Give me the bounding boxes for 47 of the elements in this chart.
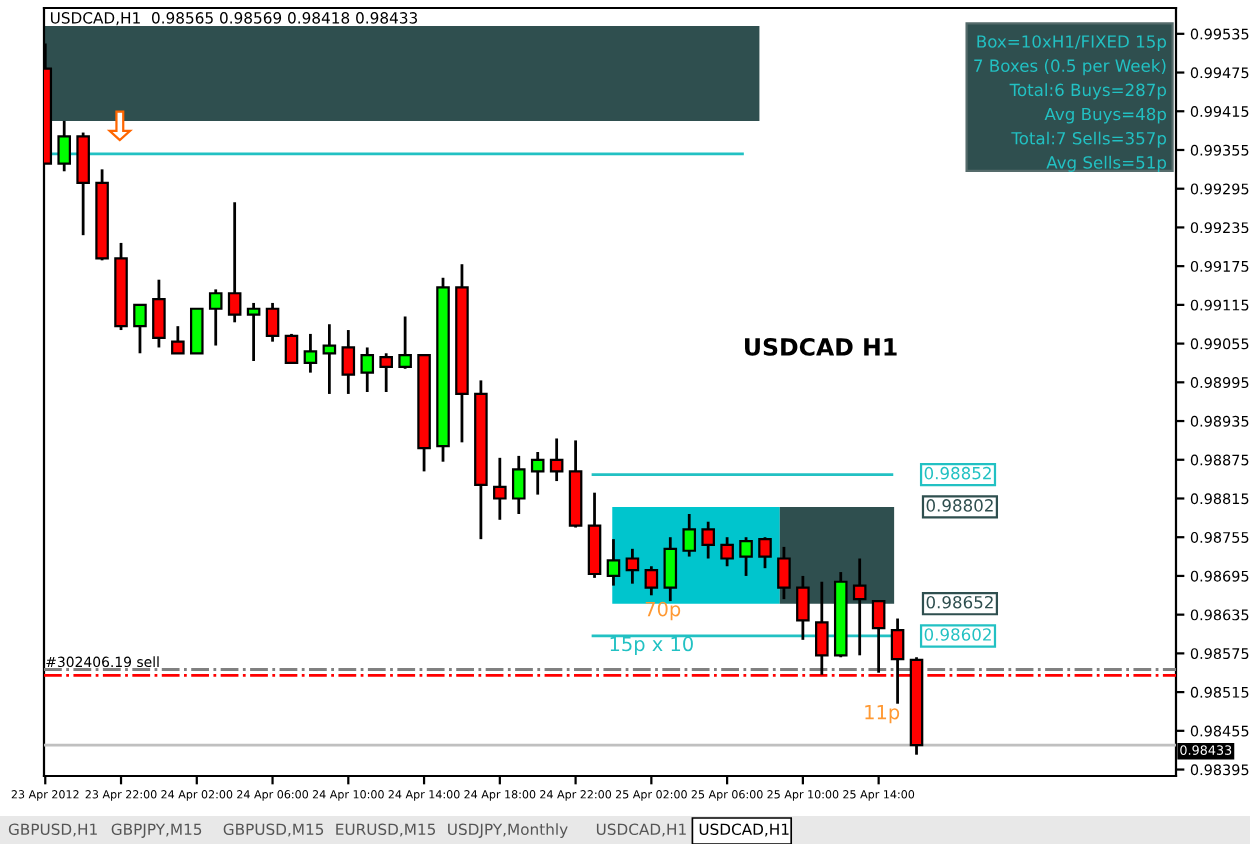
candlestick <box>701 520 715 560</box>
candlestick <box>777 545 791 601</box>
annotation: 7 Boxes (0.5 per Week) <box>974 59 1166 76</box>
candlestick <box>530 450 545 497</box>
annotation: Total:7 Sells=357p <box>1011 131 1167 148</box>
candlestick <box>493 456 507 522</box>
annotation: 0.98652 <box>926 595 993 609</box>
candlestick <box>511 454 526 516</box>
candlestick <box>796 574 810 642</box>
candlestick <box>606 537 621 587</box>
annotation: 11p <box>865 704 900 724</box>
candlestick <box>379 351 393 394</box>
candlestick <box>189 307 204 355</box>
candlestick <box>549 437 564 483</box>
candlestick <box>758 535 772 570</box>
annotation: Total:6 Buys=287p <box>1009 83 1167 100</box>
candlestick <box>133 303 147 355</box>
candlestick <box>76 131 90 237</box>
candlestick <box>739 535 753 578</box>
candlestick <box>720 535 734 568</box>
candlestick <box>265 301 280 344</box>
annotation: 0.98802 <box>926 499 993 512</box>
candlestick <box>625 547 640 586</box>
candlestick <box>303 332 318 375</box>
candlestick <box>171 324 185 355</box>
candlestick <box>644 564 659 597</box>
ref-line-label: 0.98602 <box>924 628 991 641</box>
candlestick <box>227 200 242 324</box>
candlestick <box>852 557 867 657</box>
candlestick <box>322 322 337 396</box>
annotation: Avg Sells=51p <box>1046 155 1167 172</box>
candlestick <box>682 512 697 558</box>
candlestick <box>398 315 412 371</box>
annotation: 70p <box>645 601 681 621</box>
candlestick <box>284 332 299 365</box>
candlestick <box>360 346 375 394</box>
annotation: Avg Buys=48p <box>1044 107 1167 124</box>
candlestick <box>663 535 678 603</box>
candlestick <box>152 278 166 349</box>
candlestick <box>246 301 261 363</box>
candlestick <box>341 328 356 396</box>
annotation: USDCAD H1 <box>745 337 897 356</box>
annotation: 15p x 10 <box>610 636 693 656</box>
candlestick <box>57 119 71 173</box>
annotation: Box=10xH1/FIXED 15p <box>977 35 1167 52</box>
ref-line-label: 0.98852 <box>924 466 991 480</box>
candlestick <box>208 287 223 347</box>
